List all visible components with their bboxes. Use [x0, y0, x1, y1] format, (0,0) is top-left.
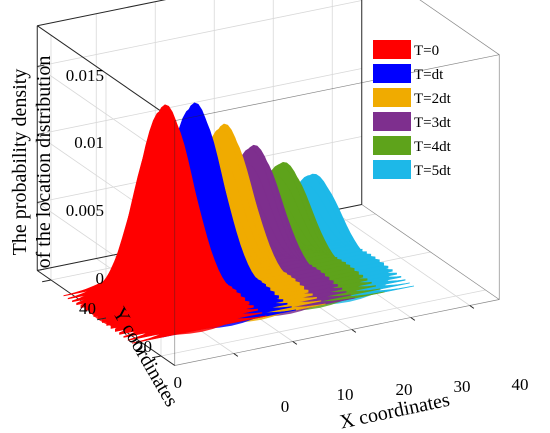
legend-label: T=2dt	[414, 91, 452, 107]
z-axis-label-line-2: of the location distribution	[33, 56, 55, 269]
box-edge	[174, 299, 500, 366]
box-edge	[36, 25, 176, 122]
front-edges	[37, 0, 500, 366]
y-tick-mark	[42, 279, 52, 283]
x-tick-mark	[292, 341, 298, 345]
legend-swatch	[373, 64, 411, 83]
legend-label: T=4dt	[414, 139, 452, 155]
x-tick-label: 40	[512, 375, 529, 394]
z-axis-label-line-1: The probability density	[9, 69, 31, 256]
gridline	[160, 289, 486, 357]
x-tick-label: 20	[396, 380, 413, 399]
x-tick-label: 30	[454, 377, 471, 396]
y-tick-label: 20	[135, 337, 152, 356]
z-tick-mark	[37, 64, 45, 67]
z-tick-label: 0.01	[74, 133, 104, 152]
x-tick-mark	[410, 317, 416, 321]
z-tick-label: 0	[96, 269, 105, 288]
legend-swatch	[373, 160, 411, 179]
legend-label: T=0	[414, 43, 439, 59]
legend-label: T=3dt	[414, 115, 452, 131]
y-tick-mark	[97, 317, 107, 321]
series-slice	[63, 268, 198, 297]
x-tick-label: 10	[337, 385, 354, 404]
legend-label: T=5dt	[414, 163, 452, 179]
legend-swatch	[373, 88, 411, 107]
legend-swatch	[373, 40, 411, 59]
x-tick-mark	[469, 305, 475, 309]
legend: T=0 T=dt T=2dt T=3dt T=4dt T=5dt	[373, 40, 452, 179]
gridline	[37, 68, 362, 135]
series-T=0	[63, 104, 267, 344]
box-edge	[37, 0, 167, 27]
box-edge	[361, 204, 500, 300]
z-tick-mark	[37, 200, 45, 203]
legend-swatch	[373, 136, 411, 155]
x-tick-label: 0	[281, 397, 290, 416]
z-tick-mark	[37, 268, 45, 271]
z-tick-label: 0.015	[66, 66, 104, 85]
legend-swatch	[373, 112, 411, 131]
gridline	[37, 0, 362, 67]
y-tick-mark	[152, 355, 162, 359]
x-tick-mark	[233, 353, 239, 357]
z-tick-label: 0.005	[66, 201, 104, 220]
x-tick-mark	[351, 329, 357, 333]
y-tick-label: 40	[79, 299, 96, 318]
box-edge	[174, 54, 500, 122]
legend-label: T=dt	[414, 67, 444, 83]
z-tick-mark	[37, 132, 45, 135]
series-layer	[63, 102, 414, 344]
y-tick-label: 0	[174, 373, 183, 392]
box-edge	[419, 0, 500, 55]
